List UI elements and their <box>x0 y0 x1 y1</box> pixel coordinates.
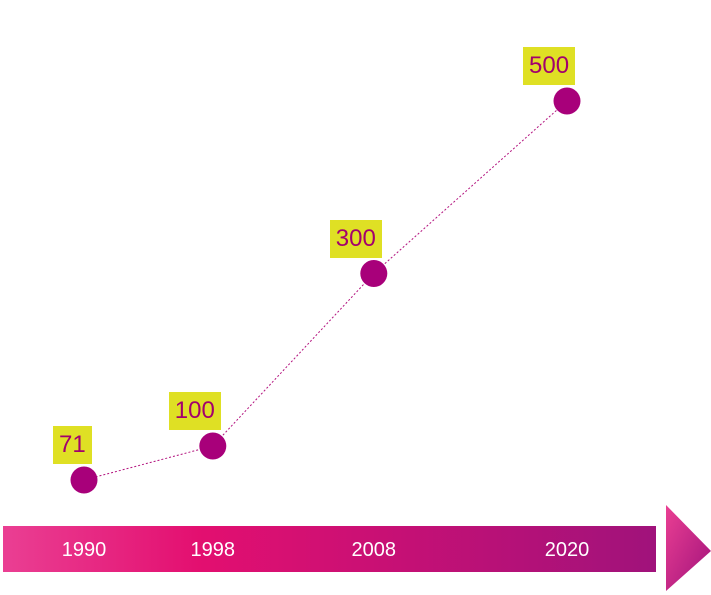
x-tick-label-2008: 2008 <box>351 539 397 561</box>
x-tick-label-1990: 1990 <box>61 539 107 561</box>
series-line <box>83 100 568 481</box>
marker-1990 <box>70 466 98 494</box>
timeline-band <box>3 526 656 572</box>
data-label-1990: 71 <box>53 426 92 464</box>
data-label-2020: 500 <box>523 47 576 85</box>
marker-2020 <box>553 87 581 115</box>
data-label-2008: 300 <box>329 219 382 258</box>
marker-2008 <box>360 260 388 287</box>
series-markers <box>70 87 581 494</box>
marker-1998 <box>199 432 227 460</box>
x-tick-label-1998: 1998 <box>190 539 236 561</box>
x-tick-label-2020: 2020 <box>544 539 590 561</box>
data-label-1998: 100 <box>168 392 221 430</box>
timeline-arrow-head <box>666 505 711 591</box>
